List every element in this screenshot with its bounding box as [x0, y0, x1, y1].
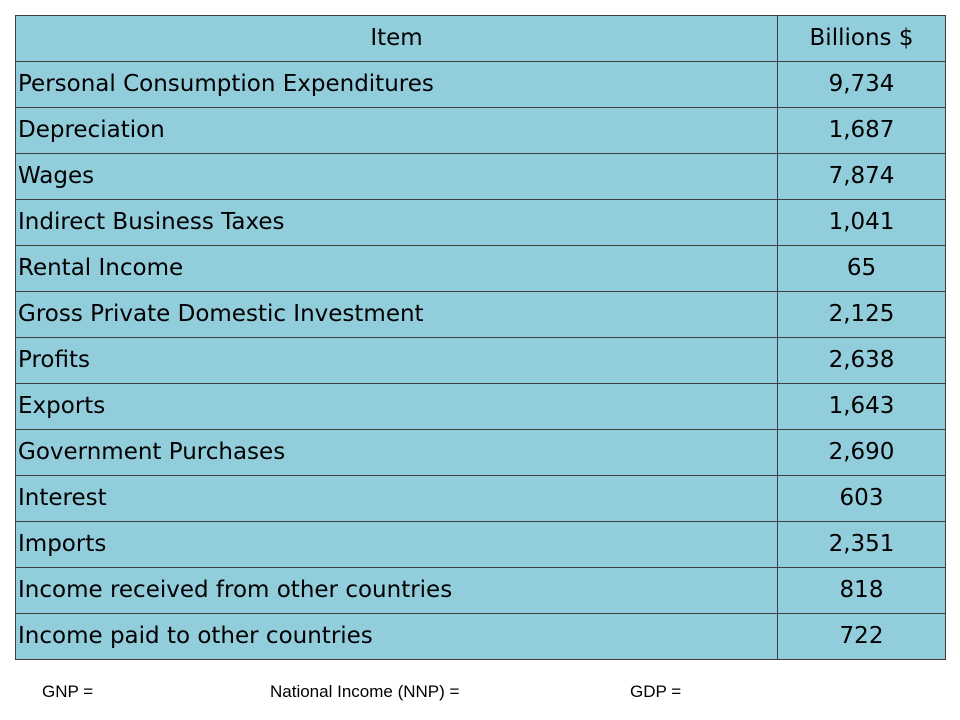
row-item-value: 603: [777, 475, 946, 522]
row-item-value: 2,638: [777, 337, 946, 384]
table-row: Imports 2,351: [15, 521, 946, 568]
table-row: Rental Income 65: [15, 245, 946, 292]
column-header-billions: Billions $: [777, 15, 946, 62]
table-row: Income received from other countries 818: [15, 567, 946, 614]
table-row: Indirect Business Taxes 1,041: [15, 199, 946, 246]
row-item-label: Gross Private Domestic Investment: [15, 291, 778, 338]
column-header-item: Item: [15, 15, 778, 62]
row-item-value: 1,041: [777, 199, 946, 246]
table-row: Interest 603: [15, 475, 946, 522]
row-item-value: 9,734: [777, 61, 946, 108]
gnp-label: GNP =: [42, 682, 94, 701]
table-row: Wages 7,874: [15, 153, 946, 200]
row-item-label: Personal Consumption Expenditures: [15, 61, 778, 108]
row-item-value: 722: [777, 613, 946, 660]
gdp-label: GDP =: [630, 682, 682, 701]
row-item-label: Indirect Business Taxes: [15, 199, 778, 246]
national-income-label: National Income (NNP) =: [270, 682, 460, 701]
row-item-label: Rental Income: [15, 245, 778, 292]
row-item-label: Wages: [15, 153, 778, 200]
row-item-label: Imports: [15, 521, 778, 568]
table-row: Government Purchases 2,690: [15, 429, 946, 476]
gdp-items-table: Item Billions $ Personal Consumption Exp…: [15, 15, 946, 660]
row-item-label: Profits: [15, 337, 778, 384]
row-item-value: 2,690: [777, 429, 946, 476]
row-item-label: Income received from other countries: [15, 567, 778, 614]
table-row: Gross Private Domestic Investment 2,125: [15, 291, 946, 338]
table-row: Personal Consumption Expenditures 9,734: [15, 61, 946, 108]
table-row: Exports 1,643: [15, 383, 946, 430]
row-item-value: 2,125: [777, 291, 946, 338]
row-item-value: 818: [777, 567, 946, 614]
row-item-value: 1,687: [777, 107, 946, 154]
row-item-value: 65: [777, 245, 946, 292]
table-row: Income paid to other countries 722: [15, 613, 946, 660]
row-item-label: Interest: [15, 475, 778, 522]
table-header-row: Item Billions $: [15, 15, 946, 62]
table-row: Profits 2,638: [15, 337, 946, 384]
row-item-value: 7,874: [777, 153, 946, 200]
table-row: Depreciation 1,687: [15, 107, 946, 154]
row-item-label: Depreciation: [15, 107, 778, 154]
row-item-label: Government Purchases: [15, 429, 778, 476]
row-item-label: Exports: [15, 383, 778, 430]
row-item-label: Income paid to other countries: [15, 613, 778, 660]
row-item-value: 2,351: [777, 521, 946, 568]
row-item-value: 1,643: [777, 383, 946, 430]
